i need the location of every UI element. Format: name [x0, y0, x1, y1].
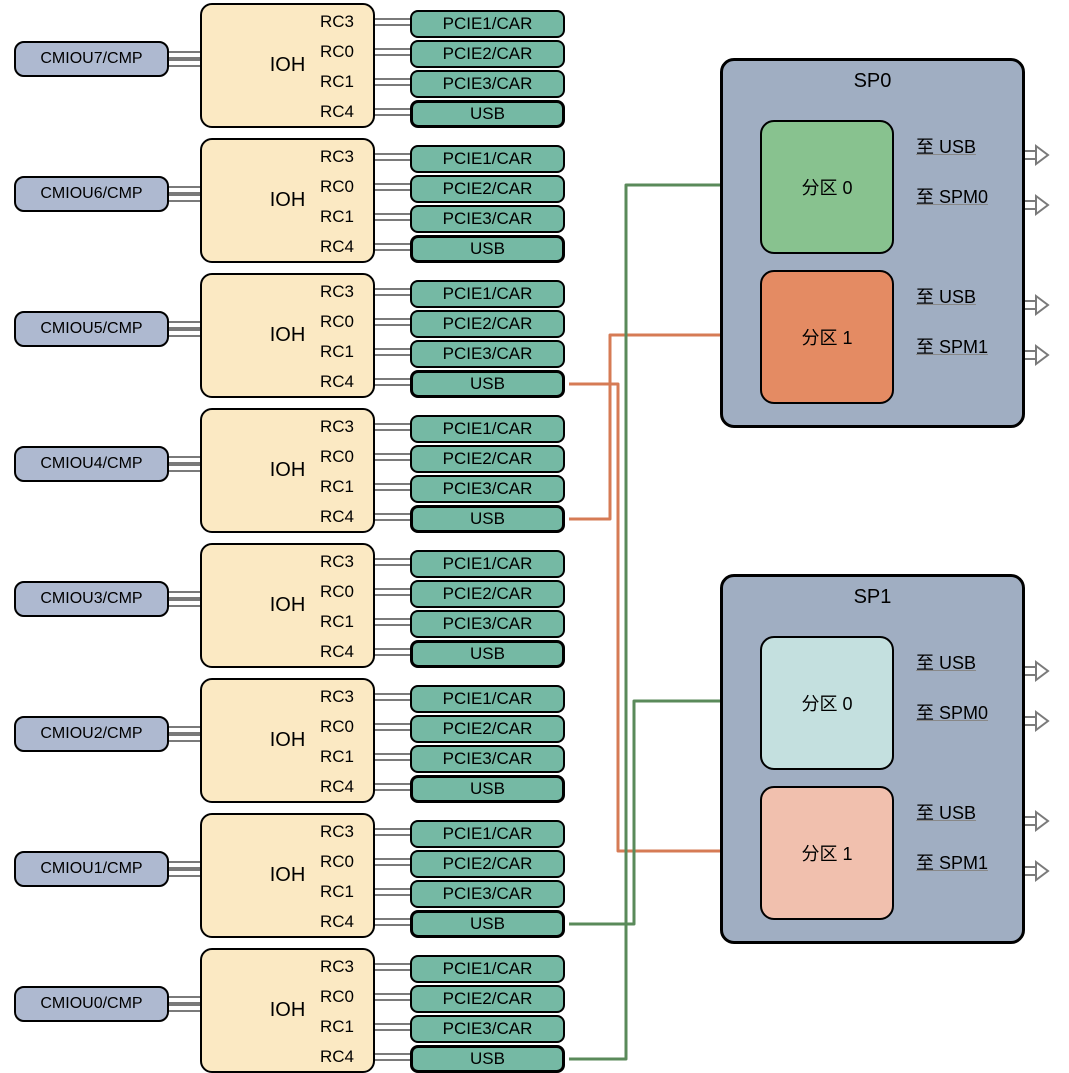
rc-RC3: RC3 — [320, 417, 375, 439]
dev-PCIE1/CAR: PCIE1/CAR — [410, 955, 565, 983]
rc-RC4: RC4 — [320, 777, 375, 799]
dev-PCIE3/CAR: PCIE3/CAR — [410, 745, 565, 773]
rc-RC4: RC4 — [320, 507, 375, 529]
dev-PCIE3/CAR: PCIE3/CAR — [410, 880, 565, 908]
dev-USB: USB — [410, 235, 565, 263]
dev-PCIE2/CAR: PCIE2/CAR — [410, 715, 565, 743]
rc-RC1: RC1 — [320, 207, 375, 229]
dev-PCIE1/CAR: PCIE1/CAR — [410, 415, 565, 443]
dev-PCIE1/CAR: PCIE1/CAR — [410, 685, 565, 713]
partition-SP0-1: 分区 1 — [760, 270, 894, 404]
out-至 SPM0: 至 SPM0 — [916, 183, 988, 209]
rc-RC0: RC0 — [320, 447, 375, 469]
rc-RC3: RC3 — [320, 687, 375, 709]
rc-RC4: RC4 — [320, 237, 375, 259]
rc-RC0: RC0 — [320, 582, 375, 604]
dev-USB: USB — [410, 370, 565, 398]
dev-USB: USB — [410, 910, 565, 938]
rc-RC1: RC1 — [320, 477, 375, 499]
rc-RC1: RC1 — [320, 342, 375, 364]
dev-PCIE2/CAR: PCIE2/CAR — [410, 310, 565, 338]
dev-PCIE3/CAR: PCIE3/CAR — [410, 70, 565, 98]
rc-RC3: RC3 — [320, 12, 375, 34]
dev-PCIE1/CAR: PCIE1/CAR — [410, 550, 565, 578]
dev-PCIE3/CAR: PCIE3/CAR — [410, 1015, 565, 1043]
cmp-CMIOU2/CMP: CMIOU2/CMP — [14, 716, 169, 752]
rc-RC1: RC1 — [320, 1017, 375, 1039]
rc-RC0: RC0 — [320, 987, 375, 1009]
rc-RC3: RC3 — [320, 957, 375, 979]
dev-USB: USB — [410, 100, 565, 128]
rc-RC4: RC4 — [320, 372, 375, 394]
partition-SP1-1: 分区 1 — [760, 786, 894, 920]
cmp-CMIOU4/CMP: CMIOU4/CMP — [14, 446, 169, 482]
cmp-CMIOU0/CMP: CMIOU0/CMP — [14, 986, 169, 1022]
dev-PCIE3/CAR: PCIE3/CAR — [410, 475, 565, 503]
dev-USB: USB — [410, 1045, 565, 1073]
rc-RC3: RC3 — [320, 282, 375, 304]
rc-RC0: RC0 — [320, 177, 375, 199]
dev-PCIE1/CAR: PCIE1/CAR — [410, 280, 565, 308]
out-至 USB: 至 USB — [916, 283, 976, 309]
rc-RC0: RC0 — [320, 717, 375, 739]
dev-PCIE2/CAR: PCIE2/CAR — [410, 850, 565, 878]
dev-USB: USB — [410, 775, 565, 803]
dev-PCIE2/CAR: PCIE2/CAR — [410, 580, 565, 608]
cmp-CMIOU3/CMP: CMIOU3/CMP — [14, 581, 169, 617]
dev-USB: USB — [410, 640, 565, 668]
rc-RC4: RC4 — [320, 1047, 375, 1069]
rc-RC3: RC3 — [320, 552, 375, 574]
dev-PCIE2/CAR: PCIE2/CAR — [410, 175, 565, 203]
rc-RC0: RC0 — [320, 312, 375, 334]
rc-RC3: RC3 — [320, 822, 375, 844]
dev-PCIE3/CAR: PCIE3/CAR — [410, 610, 565, 638]
out-至 USB: 至 USB — [916, 133, 976, 159]
out-至 USB: 至 USB — [916, 649, 976, 675]
rc-RC1: RC1 — [320, 72, 375, 94]
partition-SP1-0: 分区 0 — [760, 636, 894, 770]
rc-RC3: RC3 — [320, 147, 375, 169]
rc-RC0: RC0 — [320, 42, 375, 64]
dev-PCIE2/CAR: PCIE2/CAR — [410, 40, 565, 68]
sp-title-SP0: SP0 — [720, 70, 1025, 93]
rc-RC4: RC4 — [320, 642, 375, 664]
out-至 SPM0: 至 SPM0 — [916, 699, 988, 725]
out-至 USB: 至 USB — [916, 799, 976, 825]
dev-PCIE1/CAR: PCIE1/CAR — [410, 10, 565, 38]
cmp-CMIOU6/CMP: CMIOU6/CMP — [14, 176, 169, 212]
rc-RC4: RC4 — [320, 102, 375, 124]
cmp-CMIOU7/CMP: CMIOU7/CMP — [14, 41, 169, 77]
rc-RC1: RC1 — [320, 882, 375, 904]
dev-PCIE1/CAR: PCIE1/CAR — [410, 820, 565, 848]
cmp-CMIOU5/CMP: CMIOU5/CMP — [14, 311, 169, 347]
rc-RC0: RC0 — [320, 852, 375, 874]
rc-RC4: RC4 — [320, 912, 375, 934]
sp-title-SP1: SP1 — [720, 586, 1025, 609]
cmp-CMIOU1/CMP: CMIOU1/CMP — [14, 851, 169, 887]
dev-PCIE3/CAR: PCIE3/CAR — [410, 205, 565, 233]
dev-USB: USB — [410, 505, 565, 533]
dev-PCIE2/CAR: PCIE2/CAR — [410, 445, 565, 473]
out-至 SPM1: 至 SPM1 — [916, 849, 988, 875]
out-至 SPM1: 至 SPM1 — [916, 333, 988, 359]
rc-RC1: RC1 — [320, 747, 375, 769]
rc-RC1: RC1 — [320, 612, 375, 634]
dev-PCIE2/CAR: PCIE2/CAR — [410, 985, 565, 1013]
partition-SP0-0: 分区 0 — [760, 120, 894, 254]
dev-PCIE1/CAR: PCIE1/CAR — [410, 145, 565, 173]
dev-PCIE3/CAR: PCIE3/CAR — [410, 340, 565, 368]
